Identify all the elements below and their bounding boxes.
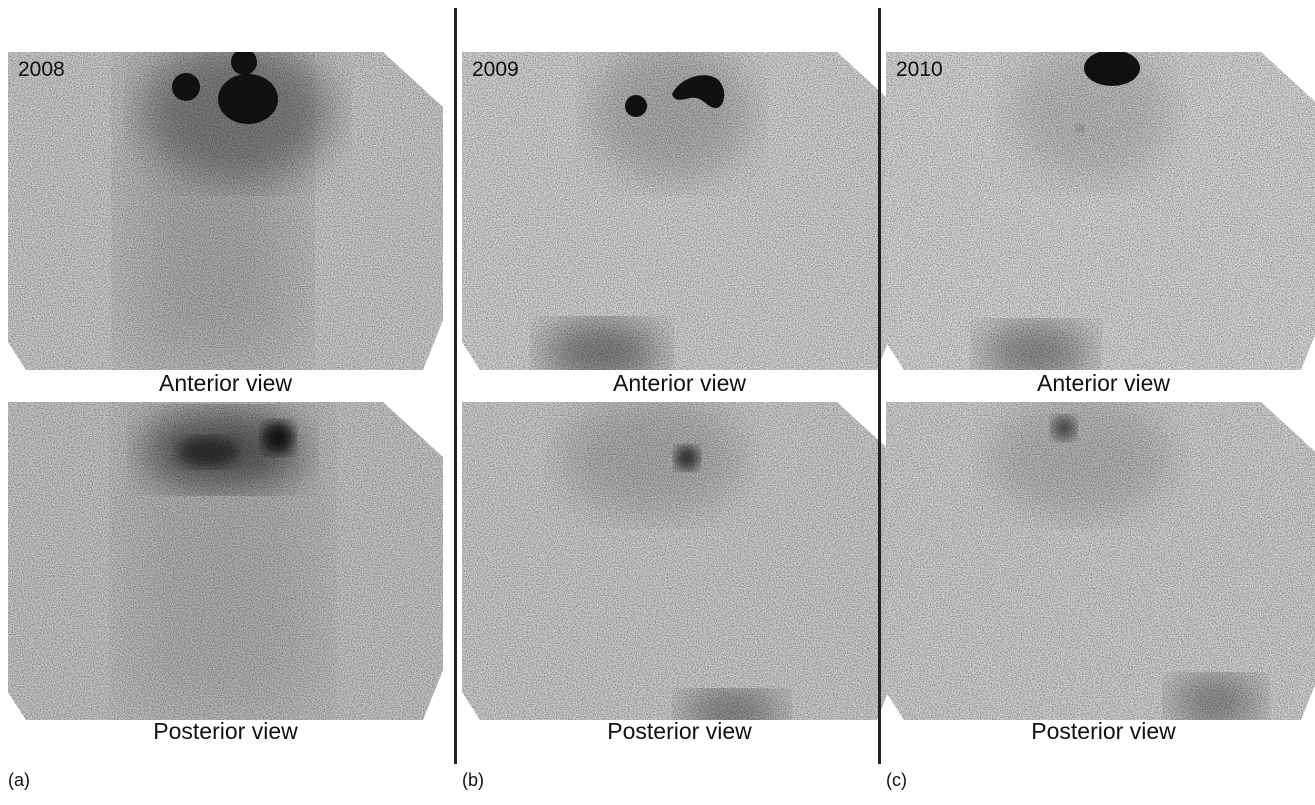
panel-c: 2010 Anterior view Posterior view (c) xyxy=(886,0,1315,805)
year-label: 2008 xyxy=(18,58,65,81)
posterior-scan-image xyxy=(886,402,1315,720)
year-label: 2009 xyxy=(472,58,519,81)
posterior-scan-image xyxy=(462,402,897,720)
panel-b: 2009 Anterior view Posterior view (b) xyxy=(462,0,902,805)
posterior-view-label: Posterior view xyxy=(153,718,298,744)
panel-letter: (c) xyxy=(886,770,907,790)
panel-divider xyxy=(878,8,881,764)
panel-letter: (b) xyxy=(462,770,484,790)
panel-letter: (a) xyxy=(8,770,30,790)
posterior-view-label: Posterior view xyxy=(607,718,752,744)
anterior-view-label: Anterior view xyxy=(613,370,746,396)
posterior-scan-image xyxy=(8,402,443,720)
panel-a: 2008 Anterior view Posterior view (a) xyxy=(8,0,448,805)
anterior-scan-image xyxy=(886,52,1315,370)
anterior-view-label: Anterior view xyxy=(159,370,292,396)
year-label: 2010 xyxy=(896,58,943,81)
anterior-scan-image xyxy=(8,52,443,370)
panel-divider xyxy=(454,8,457,764)
posterior-view-label: Posterior view xyxy=(1031,718,1176,744)
anterior-view-label: Anterior view xyxy=(1037,370,1170,396)
anterior-scan-image xyxy=(462,52,897,370)
